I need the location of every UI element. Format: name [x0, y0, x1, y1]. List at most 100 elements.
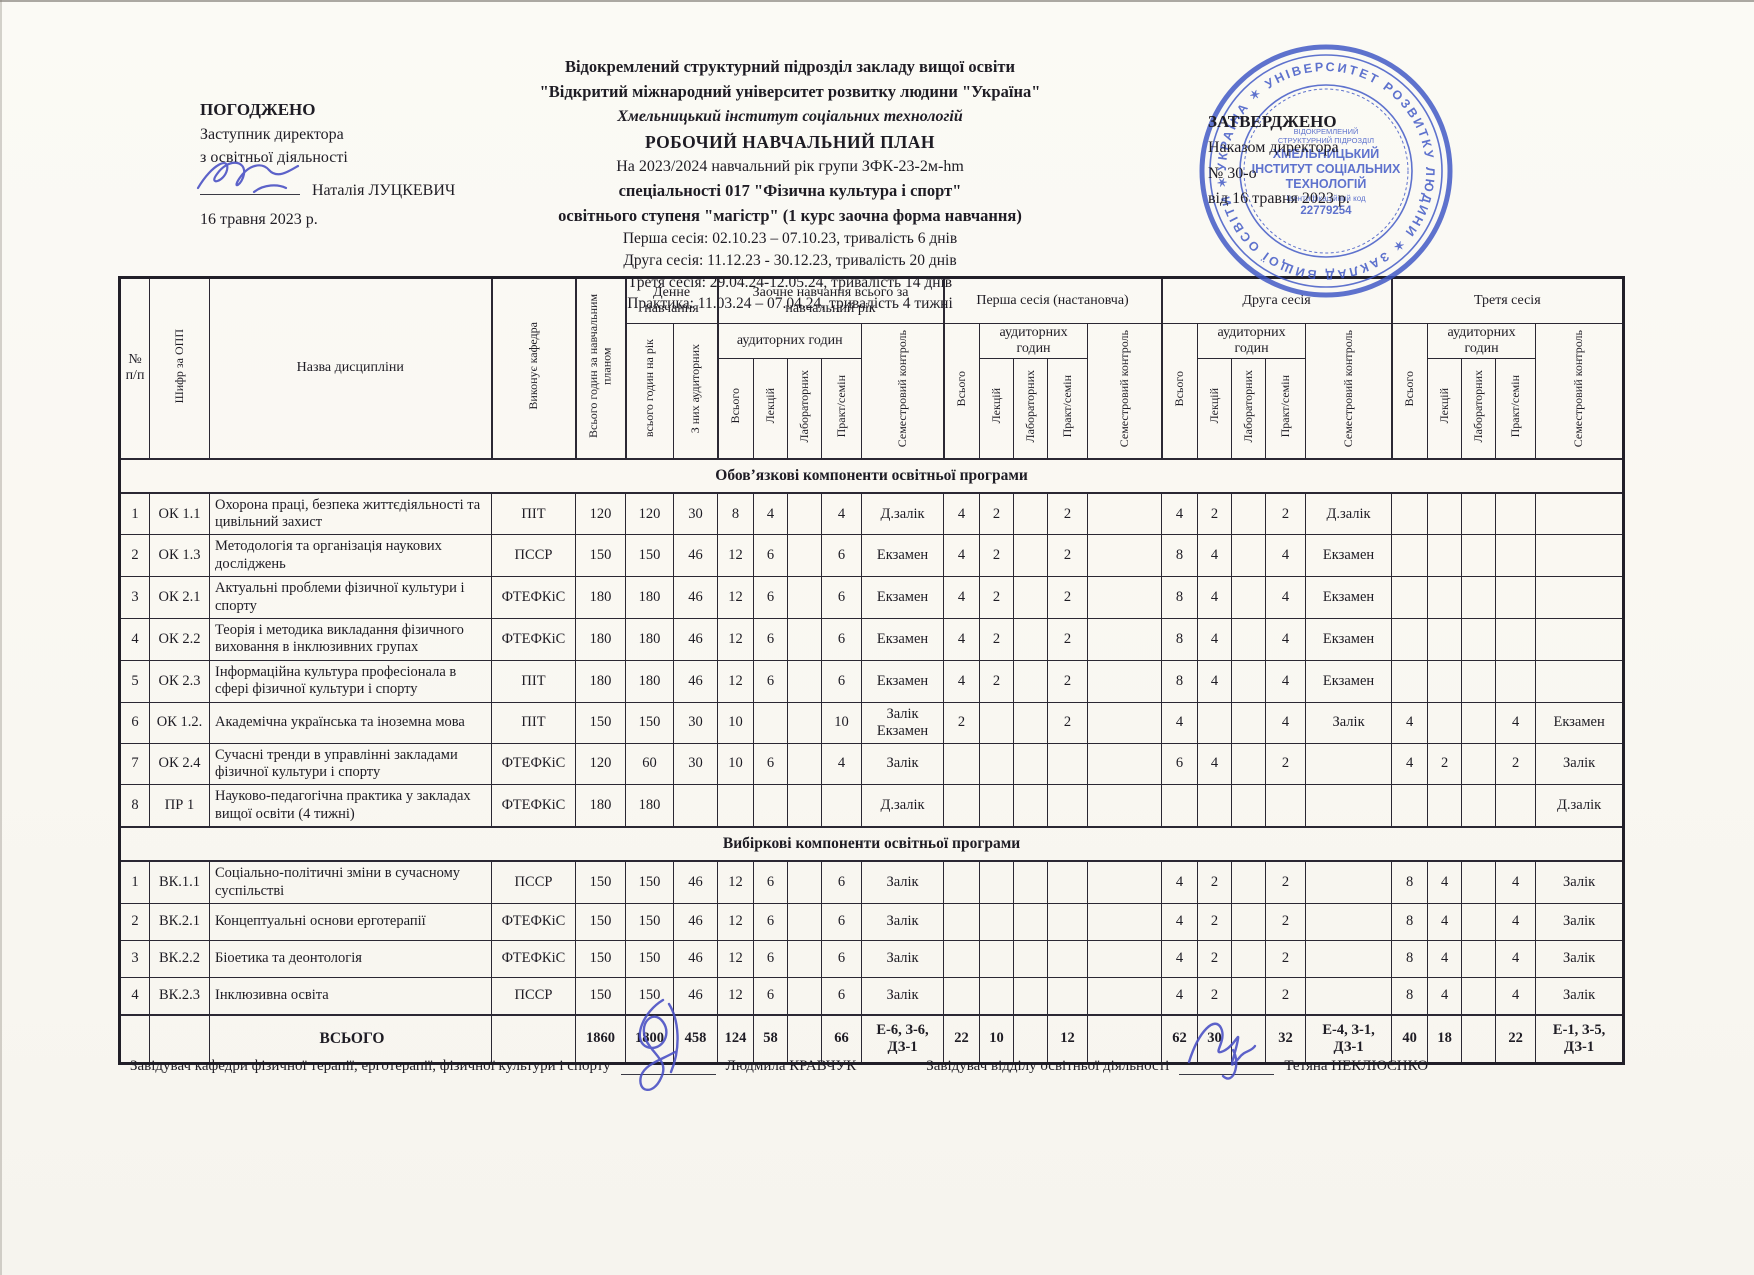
cell: 6	[821, 534, 863, 578]
cell: 6	[821, 618, 863, 661]
cell: 4	[943, 492, 981, 536]
cell: 4	[943, 618, 981, 661]
cell: Е-1, З-5, ДЗ-1	[1535, 1013, 1625, 1064]
cell: 2	[1495, 742, 1537, 786]
table-row: 1 ОК 1.1 Охорона праці, безпека життєдіяль…	[119, 492, 1625, 536]
cell: 150	[625, 976, 674, 1016]
document-header: Відокремлений структурний підрозділ закл…	[420, 55, 1160, 315]
cell: Залік Екзамен	[861, 701, 945, 744]
cell: Залік	[861, 902, 945, 941]
approval-left-line1: Заступник директора	[200, 125, 344, 143]
cell	[1087, 1013, 1163, 1064]
cell	[1461, 742, 1497, 786]
col-header-s3-total: Всього	[1391, 322, 1429, 460]
cell: Залік	[1535, 860, 1625, 904]
cell: Д.залік	[1535, 784, 1625, 828]
col-header-prac: Практ/семін	[1495, 358, 1537, 460]
cell	[787, 902, 823, 941]
group-header-aud-hours: аудиторних годин	[1197, 322, 1307, 360]
cell	[1391, 534, 1429, 578]
approval-right-title: ЗАТВЕРДЖЕНО	[1208, 112, 1337, 131]
cell	[943, 902, 981, 941]
cell: 8	[1391, 902, 1429, 941]
cell: 180	[625, 659, 674, 703]
cell: 6	[753, 576, 789, 620]
cell	[1013, 1013, 1049, 1064]
cell: 4	[1161, 701, 1199, 744]
stamp-center-2: СТРУКТУРНИЙ ПІДРОЗДІЛ	[1278, 136, 1374, 145]
cell	[1013, 534, 1049, 578]
cell: 4	[1161, 492, 1199, 536]
cell: 6	[753, 902, 789, 941]
cell: 2	[1047, 492, 1089, 536]
group-header-session1: Перша сесія (настановча)	[943, 277, 1163, 324]
discipline-name: Науково-педагогічна практика у закладах …	[209, 784, 492, 828]
col-header-sem-ctrl: Семестровий контроль	[861, 322, 945, 460]
page-title: РОБОЧИЙ НАВЧАЛЬНИЙ ПЛАН	[644, 131, 936, 152]
cell	[1461, 659, 1497, 703]
cell	[979, 902, 1015, 941]
cell	[1087, 534, 1163, 578]
cell: 2	[1427, 742, 1463, 786]
cell: 150	[575, 701, 626, 744]
cell	[1305, 976, 1393, 1016]
cell: 2	[1197, 860, 1233, 904]
col-header-prac: Практ/семін	[1047, 358, 1089, 460]
col-header-sem-ctrl: Семестровий контроль	[1087, 322, 1163, 460]
cell	[1047, 976, 1089, 1016]
cell: 12	[717, 939, 755, 978]
cell: 30	[672, 701, 719, 744]
group-header-session3: Третя сесія	[1391, 277, 1625, 324]
discipline-name: ВСЬОГО	[209, 1013, 492, 1064]
cell: ФТЕФКіС	[491, 784, 576, 828]
cell: Залік	[1535, 976, 1625, 1016]
cell	[1013, 742, 1049, 786]
cell: 3	[119, 576, 150, 620]
cell: 2	[119, 534, 150, 578]
cell: 12	[717, 576, 755, 620]
curriculum-table: № п/п Шифр за ОПП Назва дисципліни Викон…	[118, 276, 1626, 1065]
cell: 8	[1161, 534, 1199, 578]
total-row: ВСЬОГО 1860 1800 458 124 58 66 Е-6, З-6, ДЗ-1 22…	[119, 1013, 1625, 1064]
cell	[119, 1013, 150, 1064]
footer-right-label: Завідувач відділу освітньої діяльності	[926, 1058, 1170, 1074]
cell: 4	[943, 659, 981, 703]
approval-left-title: ПОГОДЖЕНО	[200, 100, 316, 119]
cell: 2	[1265, 742, 1307, 786]
cell: 46	[672, 860, 719, 904]
cell: 12	[717, 659, 755, 703]
cell: 8	[1391, 976, 1429, 1016]
cell: 8	[1391, 939, 1429, 978]
cell	[1047, 784, 1089, 828]
cell	[1013, 659, 1049, 703]
cell	[1391, 492, 1429, 536]
cell: 4	[1161, 939, 1199, 978]
cell	[1013, 902, 1049, 941]
cell	[753, 784, 789, 828]
cell: 2	[1265, 976, 1307, 1016]
col-header-lab: Лабораторних	[787, 358, 823, 460]
cell: 4	[1427, 902, 1463, 941]
cell	[717, 784, 755, 828]
header-line2: "Відкритий міжнародний університет розви…	[539, 81, 1041, 101]
cell: Д.залік	[861, 784, 945, 828]
cell: 180	[575, 576, 626, 620]
cell	[787, 492, 823, 536]
cell: 8	[1161, 618, 1199, 661]
cell: 4	[1265, 659, 1307, 703]
cell	[1427, 784, 1463, 828]
cell: 6	[821, 939, 863, 978]
cell	[1231, 742, 1267, 786]
cell: 180	[625, 618, 674, 661]
cell: 2	[979, 618, 1015, 661]
cell	[149, 1013, 210, 1064]
cell	[1461, 976, 1497, 1016]
cell	[1231, 659, 1267, 703]
cell	[1461, 902, 1497, 941]
cell	[1087, 492, 1163, 536]
cell	[1231, 701, 1267, 744]
group-header-aud-hours: аудиторних годин	[717, 322, 863, 360]
cell	[1231, 576, 1267, 620]
cell: 1	[119, 492, 150, 536]
cell: Екзамен	[1535, 701, 1625, 744]
